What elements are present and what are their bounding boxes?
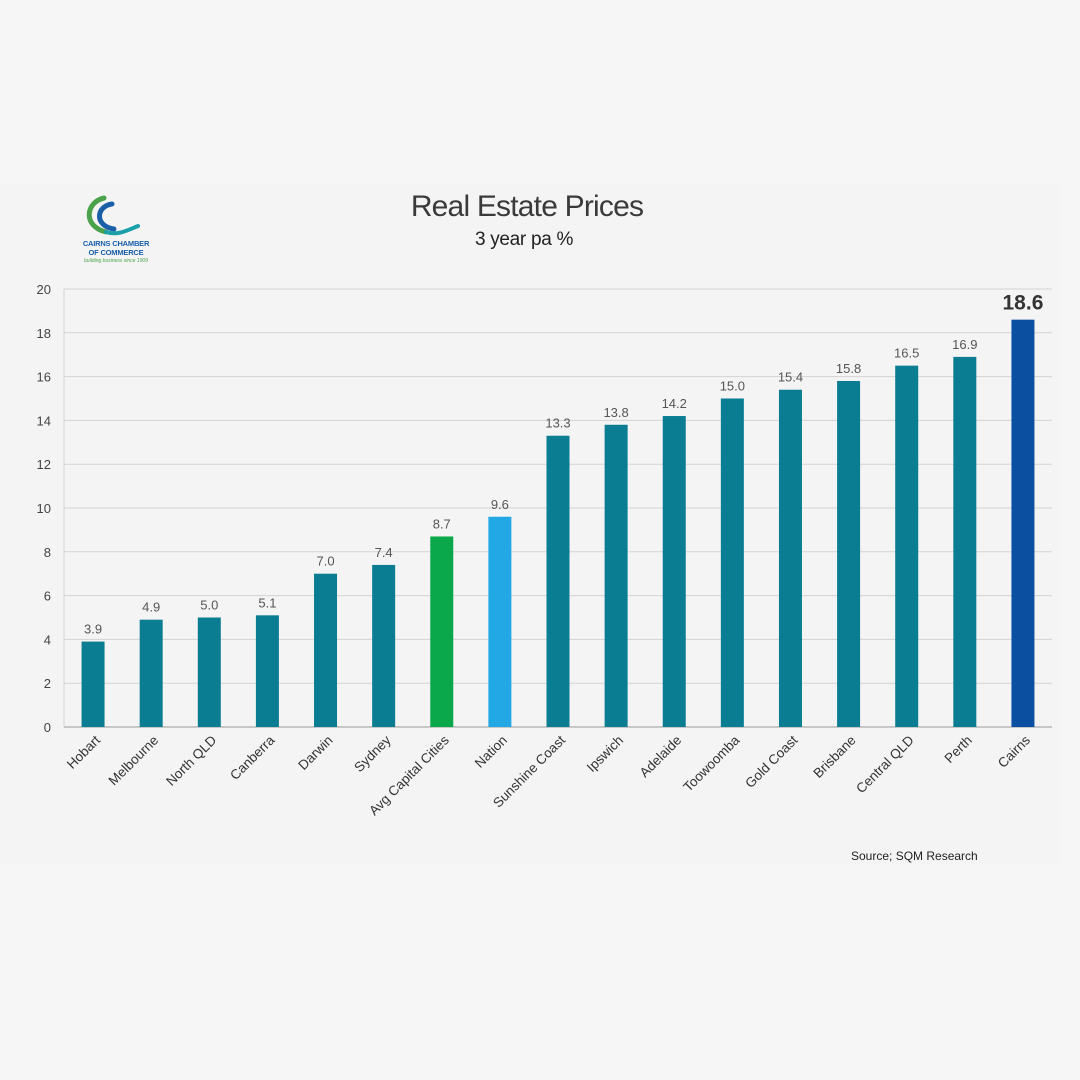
y-tick-label: 20	[37, 282, 51, 297]
data-label: 13.8	[603, 405, 628, 420]
data-label: 3.9	[84, 622, 102, 637]
x-tick-label: Gold Coast	[742, 732, 801, 791]
source-note: Source; SQM Research	[851, 849, 978, 863]
y-tick-label: 14	[37, 413, 51, 428]
bar	[488, 516, 512, 727]
bar	[372, 564, 396, 727]
bar	[430, 536, 454, 727]
x-tick-label: Darwin	[295, 733, 335, 773]
data-label: 18.6	[1003, 292, 1044, 315]
chart-card	[0, 184, 1060, 865]
bar	[662, 416, 686, 727]
x-tick-label: Perth	[942, 733, 975, 766]
bar	[778, 389, 802, 727]
y-tick-label: 18	[37, 326, 51, 341]
x-tick-label: Sydney	[351, 732, 394, 775]
data-label: 13.3	[545, 416, 570, 431]
bar	[81, 641, 105, 727]
data-label: 8.7	[433, 516, 451, 531]
bar	[197, 617, 221, 727]
bar	[895, 365, 919, 727]
data-label: 4.9	[142, 600, 160, 615]
data-label: 15.4	[778, 370, 803, 385]
bar	[720, 398, 744, 727]
logo-tagline: building business since 1909	[84, 258, 148, 264]
bar	[953, 356, 977, 727]
bars	[81, 319, 1035, 727]
y-tick-label: 6	[44, 589, 51, 604]
bar	[139, 619, 163, 727]
data-labels: 3.9 4.9 5.0 5.1 7.0 7.4 8.7 9.6 13.3 13.8 14.2 15.0…	[84, 292, 1043, 637]
logo-line1: CAIRNS CHAMBER	[82, 239, 150, 248]
x-tick-label: Toowoomba	[680, 732, 742, 794]
bar	[1011, 319, 1035, 727]
x-tick-label: Canberra	[227, 732, 278, 783]
y-tick-label: 0	[44, 720, 51, 735]
data-label: 7.4	[375, 545, 393, 560]
y-axis-ticks: 0 2 4 6 8 10 12 14 16 18 20	[37, 282, 51, 735]
x-tick-label: Central QLD	[853, 732, 917, 796]
x-tick-label: Melbourne	[106, 733, 162, 789]
bar	[255, 615, 279, 727]
y-tick-label: 2	[44, 676, 51, 691]
data-label: 14.2	[662, 396, 687, 411]
chart-title: Real Estate Prices	[411, 190, 643, 223]
x-tick-label: Adelaide	[637, 733, 685, 781]
data-label: 16.5	[894, 346, 919, 361]
x-axis-ticks: Hobart Melbourne North QLD Canberra Darwin Sy…	[64, 732, 1033, 818]
wave-logo-icon	[86, 195, 140, 236]
bar	[604, 424, 628, 727]
bar	[837, 380, 861, 727]
data-label: 5.0	[200, 598, 218, 613]
y-tick-label: 4	[44, 632, 51, 647]
data-label: 16.9	[952, 337, 977, 352]
data-label: 15.0	[720, 379, 745, 394]
y-tick-label: 8	[44, 545, 51, 560]
data-label: 9.6	[491, 497, 509, 512]
x-tick-label: Ipswich	[584, 733, 626, 775]
x-tick-label: Hobart	[64, 732, 103, 771]
bar	[314, 573, 338, 727]
x-tick-label: North QLD	[163, 732, 219, 788]
bar	[546, 435, 570, 727]
chart-subtitle: 3 year pa %	[475, 229, 573, 250]
x-tick-label: Cairns	[995, 732, 1033, 770]
data-label: 7.0	[316, 554, 334, 569]
x-tick-label: Nation	[472, 733, 510, 771]
y-tick-label: 16	[37, 370, 51, 385]
data-label: 15.8	[836, 361, 861, 376]
logo-line2: OF COMMERCE	[88, 248, 144, 257]
y-tick-label: 10	[37, 501, 51, 516]
x-tick-label: Brisbane	[810, 733, 858, 781]
cairns-chamber-logo: CAIRNS CHAMBER OF COMMERCE building busi…	[66, 192, 166, 272]
y-tick-label: 12	[37, 457, 51, 472]
data-label: 5.1	[258, 595, 276, 610]
